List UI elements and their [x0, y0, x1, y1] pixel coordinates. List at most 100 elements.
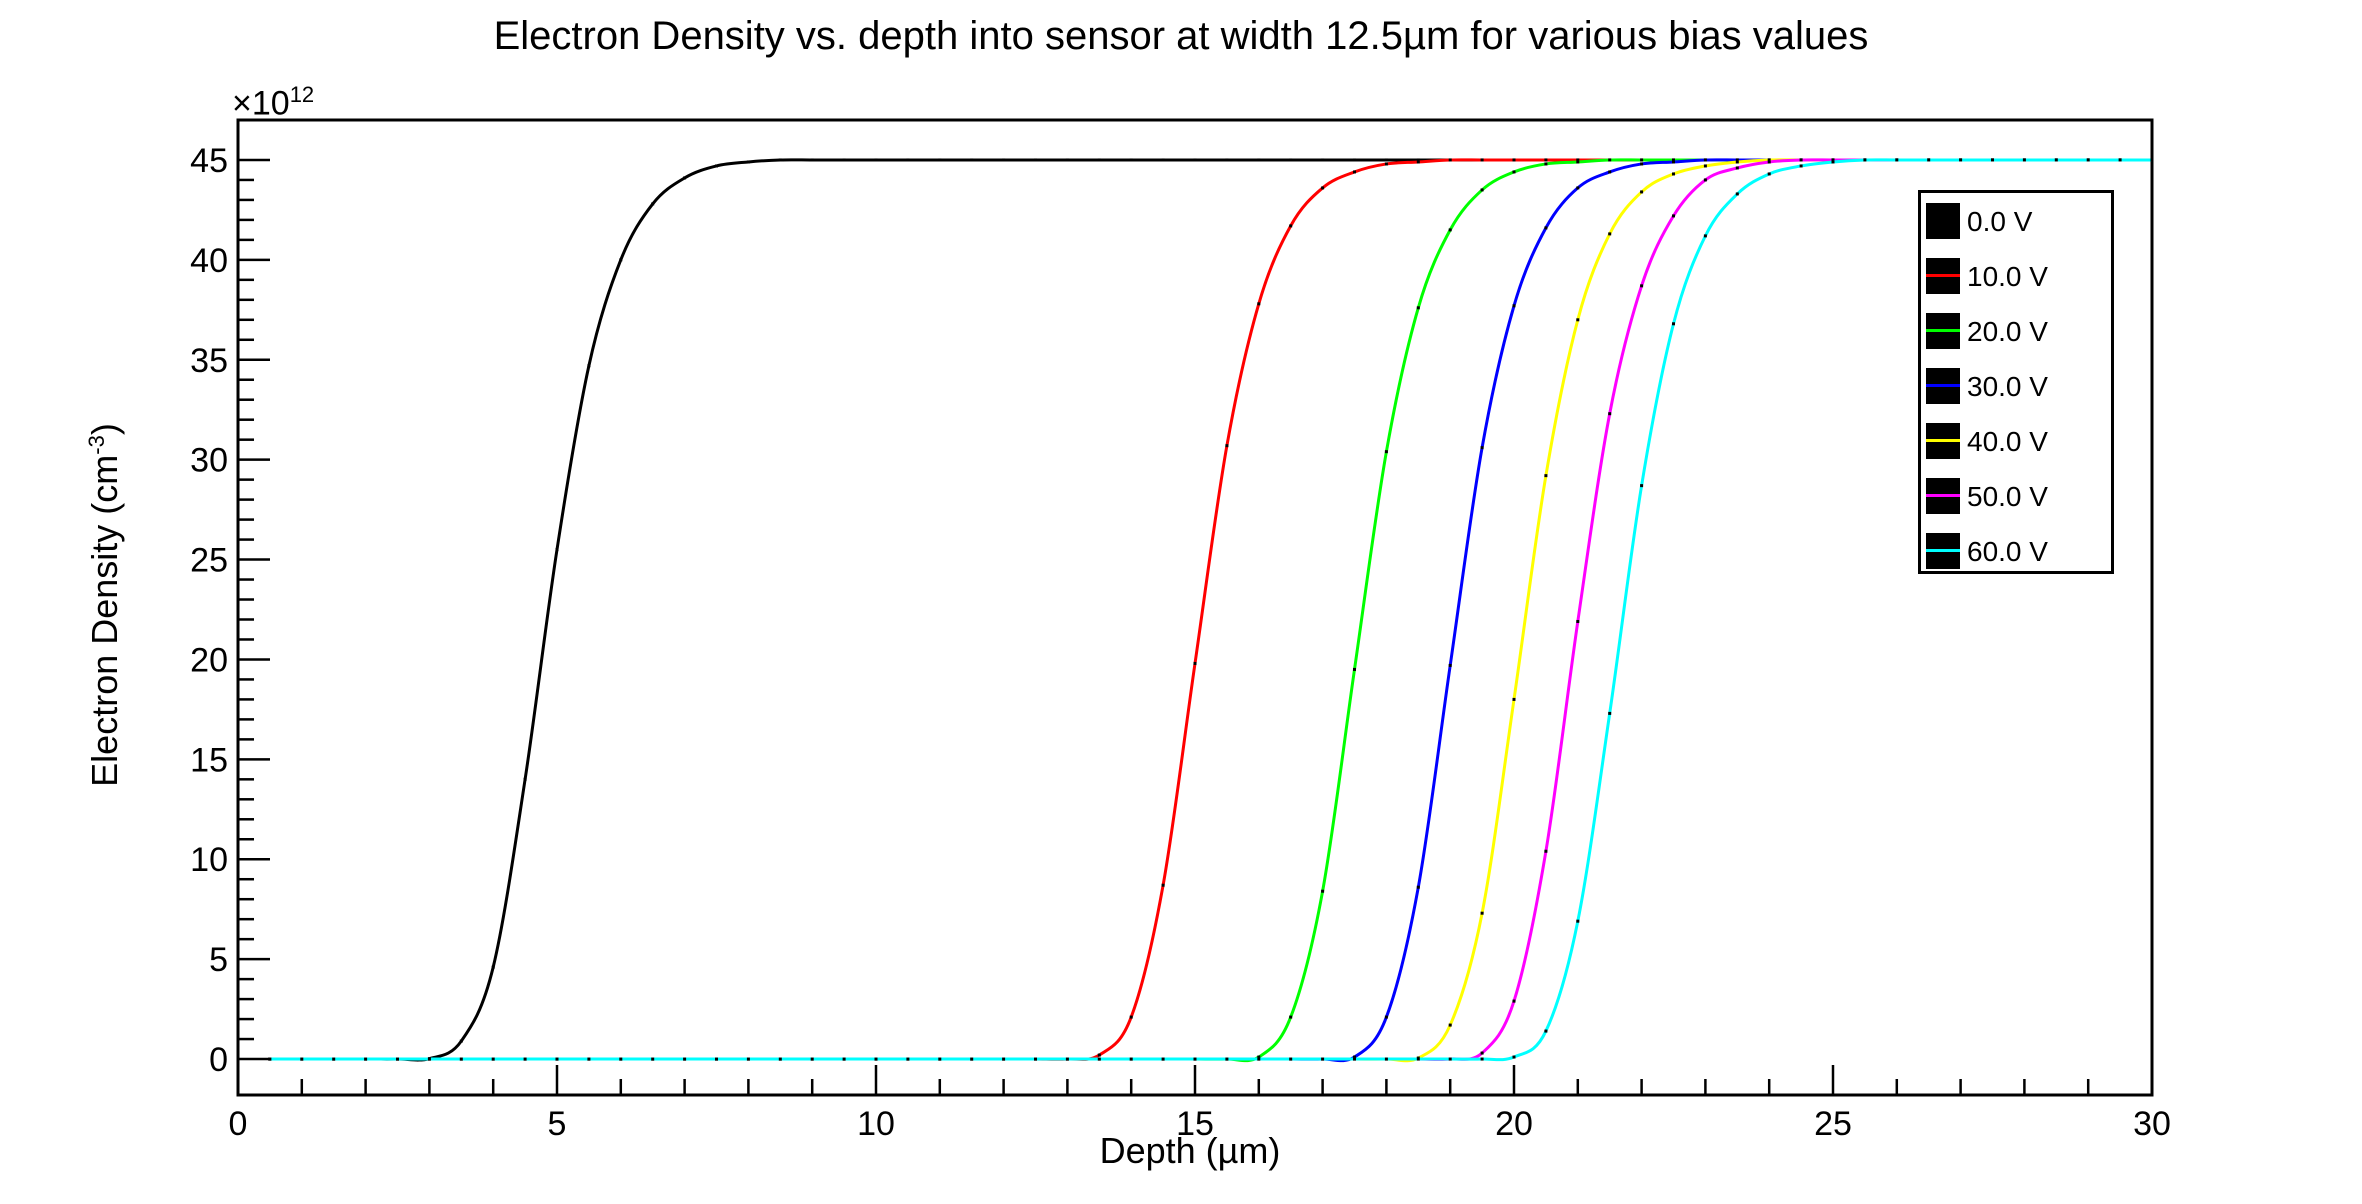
data-point [1416, 1057, 1420, 1061]
data-point [778, 1057, 782, 1061]
data-point [810, 1057, 814, 1061]
data-point [2022, 158, 2026, 162]
data-point [1767, 172, 1771, 176]
legend-entry: 20.0 V [1921, 311, 2111, 351]
y-multiplier: ×1012 [232, 82, 315, 123]
x-tick-label: 30 [2133, 1105, 2171, 1143]
data-point [1512, 1055, 1516, 1059]
data-point [587, 364, 591, 368]
legend-line [1926, 219, 1960, 222]
data-point [1225, 158, 1229, 162]
legend-label: 10.0 V [1967, 261, 2048, 292]
x-tick-label: 20 [1495, 1105, 1533, 1143]
series-line-400V [269, 158, 2152, 1063]
legend-line [1926, 329, 1960, 332]
data-point [1512, 697, 1516, 701]
data-point [587, 1057, 591, 1061]
data-point [555, 548, 559, 552]
data-point [1576, 919, 1580, 923]
plot-frame [236, 118, 2154, 1097]
data-point [1640, 162, 1644, 166]
data-point [396, 1057, 399, 1061]
data-point [523, 777, 527, 781]
data-point [1672, 214, 1675, 218]
data-point [1703, 164, 1707, 168]
data-point [683, 176, 687, 180]
y-tick-label: 10 [190, 841, 228, 879]
data-point [1480, 188, 1484, 192]
series-line-200V [269, 158, 2152, 1063]
data-point [1065, 1057, 1069, 1061]
data-point [1225, 444, 1229, 448]
data-point [1703, 234, 1707, 238]
data-point [1289, 224, 1293, 228]
data-point [1384, 450, 1388, 454]
data-point [1608, 170, 1612, 174]
x-tick-label: 25 [1814, 1105, 1852, 1143]
data-point [683, 1057, 687, 1061]
data-point [1640, 158, 1644, 162]
data-point [1321, 889, 1325, 893]
data-point [1512, 158, 1516, 162]
data-point [1640, 284, 1644, 288]
data-point [1353, 170, 1356, 174]
data-point [1321, 186, 1325, 190]
data-point [1991, 158, 1994, 162]
data-point [2054, 158, 2058, 162]
y-tick-label: 35 [190, 342, 228, 380]
data-point [715, 164, 718, 168]
data-point [1480, 1051, 1484, 1055]
series-line-500V [269, 158, 2152, 1061]
data-point [810, 158, 814, 162]
x-tick-label: 15 [1176, 1105, 1214, 1143]
legend-label: 60.0 V [1967, 536, 2048, 567]
data-point [746, 160, 750, 164]
data-point [1544, 849, 1548, 853]
legend-entry: 50.0 V [1921, 476, 2111, 516]
data-point [2118, 158, 2122, 162]
data-point [1608, 412, 1612, 416]
data-point [1097, 1057, 1101, 1061]
data-point [938, 158, 942, 162]
data-point [1735, 160, 1739, 164]
data-point [491, 1057, 495, 1061]
data-point [1257, 302, 1261, 306]
data-point [555, 1057, 559, 1061]
data-point [1321, 158, 1325, 162]
data-point [1065, 158, 1069, 162]
legend-line [1926, 384, 1960, 387]
data-point [842, 1057, 846, 1061]
data-point [1799, 164, 1803, 168]
legend-label: 40.0 V [1967, 426, 2048, 457]
data-point [1289, 158, 1293, 162]
data-point [1416, 306, 1420, 310]
data-point [1193, 661, 1197, 665]
data-point [1576, 186, 1580, 190]
legend-entry: 40.0 V [1921, 421, 2111, 461]
legend-label: 20.0 V [1967, 316, 2048, 347]
data-point [1703, 158, 1707, 162]
data-point [970, 1057, 974, 1061]
y-tick-label: 5 [209, 941, 228, 979]
data-point [651, 202, 655, 206]
data-point [1576, 160, 1580, 164]
y-tick-label: 25 [190, 542, 228, 580]
data-point [1608, 158, 1612, 162]
y-tick-label: 30 [190, 442, 228, 480]
data-point [1448, 663, 1452, 667]
legend-label: 50.0 V [1967, 481, 2048, 512]
x-tick-label: 5 [548, 1105, 567, 1143]
data-point [1416, 885, 1420, 889]
data-point [1161, 158, 1165, 162]
legend-line [1926, 439, 1960, 442]
data-point [1672, 172, 1675, 176]
data-point [1576, 318, 1580, 322]
y-tick-label: 0 [209, 1041, 228, 1079]
data-point [1257, 1055, 1261, 1059]
data-point [427, 1057, 431, 1061]
data-point [1831, 160, 1835, 164]
data-point [523, 1057, 527, 1061]
y-tick-label: 45 [190, 142, 228, 180]
data-point [1289, 1015, 1293, 1019]
data-point [1576, 619, 1580, 623]
